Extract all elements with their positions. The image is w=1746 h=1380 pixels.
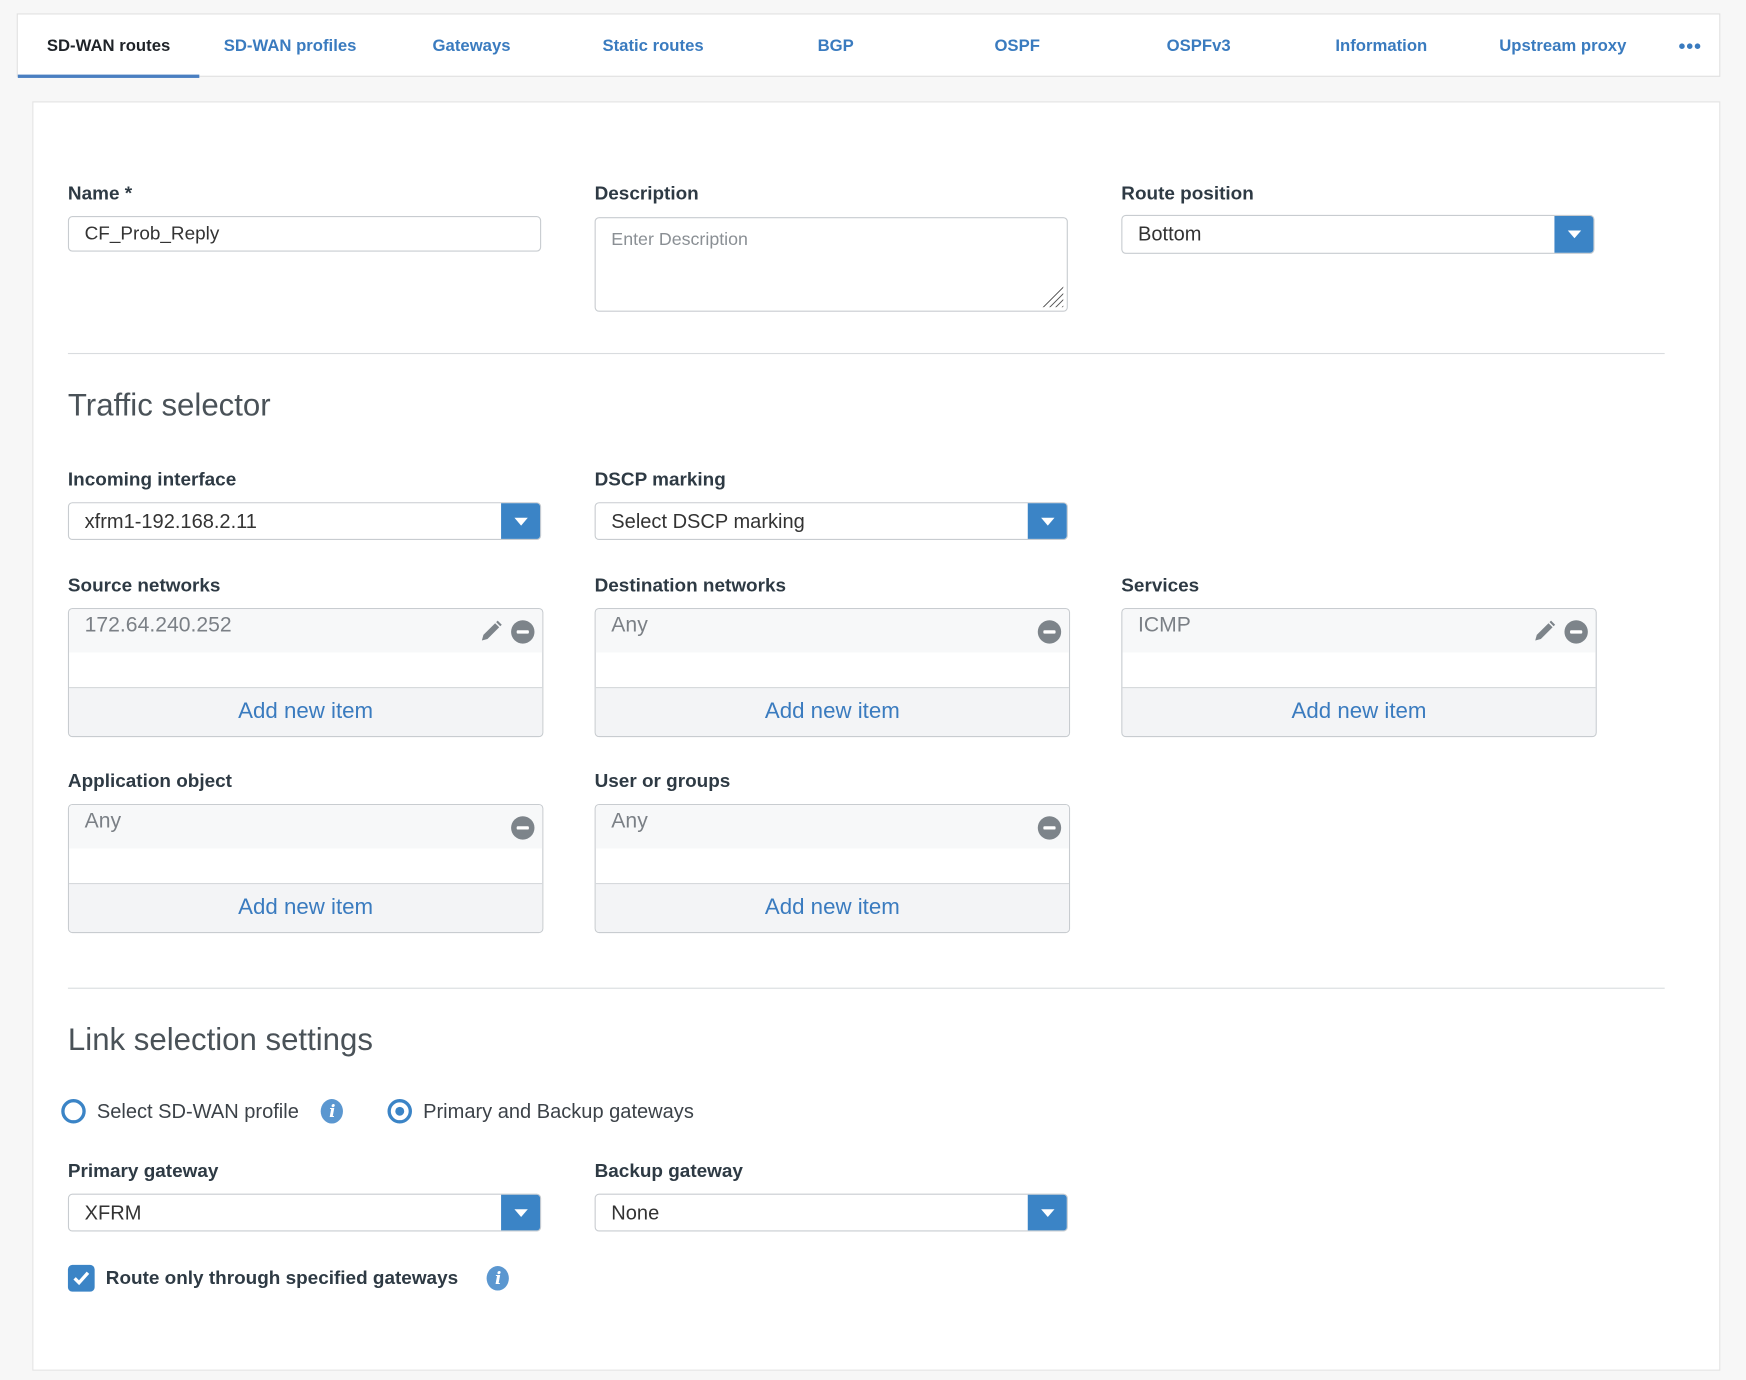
application-object-label: Application object: [67, 770, 232, 792]
tab-upstream-proxy[interactable]: Upstream proxy: [1499, 36, 1627, 56]
tab-bgp[interactable]: BGP: [817, 36, 854, 56]
dropdown-button[interactable]: [501, 503, 541, 539]
add-new-item-button[interactable]: Add new item: [595, 883, 1069, 932]
radio-primary-backup-gateways[interactable]: Primary and Backup gateways: [387, 1099, 694, 1124]
source-networks-label: Source networks: [67, 574, 221, 596]
route-position-select[interactable]: Bottom: [1121, 214, 1595, 254]
list-item-text: Any: [611, 613, 648, 637]
divider: [67, 987, 1665, 989]
radio-label: Select SD-WAN profile: [96, 1099, 299, 1122]
primary-gateway-select[interactable]: XFRM: [67, 1193, 542, 1232]
source-networks-list: 172.64.240.252 Add new item: [67, 607, 544, 738]
radio-button[interactable]: [387, 1099, 412, 1124]
dscp-marking-value: Select DSCP marking: [611, 509, 805, 532]
description-placeholder: Enter Description: [611, 230, 748, 250]
list-item-text: Any: [611, 809, 648, 833]
destination-networks-list: Any Add new item: [594, 607, 1071, 738]
dscp-marking-label: DSCP marking: [594, 468, 726, 490]
list-item-text: ICMP: [1137, 613, 1191, 637]
primary-gateway-label: Primary gateway: [67, 1160, 219, 1182]
remove-icon[interactable]: [511, 620, 535, 644]
incoming-interface-label: Incoming interface: [67, 468, 237, 490]
services-label: Services: [1121, 574, 1200, 596]
radio-label: Primary and Backup gateways: [423, 1099, 694, 1122]
list-item: Any: [595, 805, 1069, 849]
dropdown-button[interactable]: [501, 1194, 541, 1231]
application-object-list: Any Add new item: [67, 803, 544, 934]
tab-bar: SD-WAN routes SD-WAN profiles Gateways S…: [16, 13, 1721, 78]
remove-icon[interactable]: [1037, 620, 1062, 644]
tab-information[interactable]: Information: [1335, 36, 1428, 56]
tab-sd-wan-profiles[interactable]: SD-WAN profiles: [223, 36, 357, 56]
pencil-icon[interactable]: [1532, 619, 1556, 643]
destination-networks-label: Destination networks: [594, 574, 787, 596]
dropdown-button[interactable]: [1027, 503, 1067, 539]
pencil-icon[interactable]: [479, 619, 503, 643]
backup-gateway-select[interactable]: None: [594, 1193, 1068, 1232]
description-label: Description: [594, 182, 699, 204]
divider: [67, 352, 1665, 355]
route-only-label: Route only through specified gateways: [105, 1267, 459, 1289]
tab-gateways[interactable]: Gateways: [432, 36, 511, 56]
name-input[interactable]: CF_Prob_Reply: [67, 216, 542, 252]
chevron-down-icon: [514, 517, 528, 526]
radio-select-sd-wan-profile[interactable]: Select SD-WAN profile i: [61, 1099, 344, 1124]
checkmark-icon: [73, 1271, 90, 1286]
add-new-item-button[interactable]: Add new item: [1122, 687, 1596, 737]
dscp-marking-select[interactable]: Select DSCP marking: [594, 502, 1068, 541]
list-item: ICMP: [1122, 609, 1596, 653]
more-tabs-ellipsis-icon[interactable]: [1672, 14, 1705, 76]
route-position-label: Route position: [1121, 182, 1254, 204]
tab-ospf[interactable]: OSPF: [994, 36, 1040, 56]
checkbox-checked[interactable]: [67, 1264, 95, 1292]
remove-icon[interactable]: [1564, 620, 1588, 644]
radio-button[interactable]: [61, 1099, 86, 1124]
user-or-groups-label: User or groups: [594, 770, 731, 792]
primary-gateway-value: XFRM: [84, 1200, 142, 1224]
name-label: Name *: [67, 182, 133, 204]
traffic-selector-heading: Traffic selector: [67, 387, 271, 423]
description-textarea[interactable]: Enter Description: [594, 217, 1068, 312]
chevron-down-icon: [1041, 1208, 1055, 1217]
add-new-item-button[interactable]: Add new item: [69, 687, 543, 737]
dropdown-button[interactable]: [1027, 1194, 1067, 1231]
backup-gateway-value: None: [611, 1200, 660, 1224]
user-or-groups-list: Any Add new item: [594, 803, 1071, 934]
resize-handle-icon[interactable]: [1041, 285, 1064, 308]
list-item-text: Any: [84, 809, 122, 833]
tab-static-routes[interactable]: Static routes: [602, 36, 704, 56]
incoming-interface-select[interactable]: xfrm1-192.168.2.11: [67, 502, 542, 541]
list-item: 172.64.240.252: [69, 609, 543, 653]
add-new-item-button[interactable]: Add new item: [595, 687, 1069, 737]
tab-ospfv3[interactable]: OSPFv3: [1166, 36, 1231, 56]
info-icon[interactable]: i: [321, 1099, 344, 1124]
route-position-value: Bottom: [1137, 222, 1202, 245]
tab-sd-wan-routes[interactable]: SD-WAN routes: [17, 14, 200, 78]
chevron-down-icon: [514, 1208, 528, 1217]
list-item: Any: [69, 805, 543, 849]
incoming-interface-value: xfrm1-192.168.2.11: [84, 509, 257, 532]
link-selection-heading: Link selection settings: [67, 1022, 373, 1057]
chevron-down-icon: [1567, 230, 1582, 239]
chevron-down-icon: [1041, 517, 1055, 526]
route-only-checkbox-row[interactable]: Route only through specified gateways i: [67, 1264, 510, 1292]
services-list: ICMP Add new item: [1121, 607, 1597, 738]
list-item-text: 172.64.240.252: [84, 613, 232, 637]
dropdown-button[interactable]: [1554, 216, 1594, 253]
backup-gateway-label: Backup gateway: [594, 1160, 743, 1182]
remove-icon[interactable]: [511, 816, 535, 840]
info-icon[interactable]: i: [487, 1266, 510, 1291]
remove-icon[interactable]: [1037, 816, 1062, 840]
list-item: Any: [595, 609, 1069, 653]
add-new-item-button[interactable]: Add new item: [69, 883, 543, 932]
